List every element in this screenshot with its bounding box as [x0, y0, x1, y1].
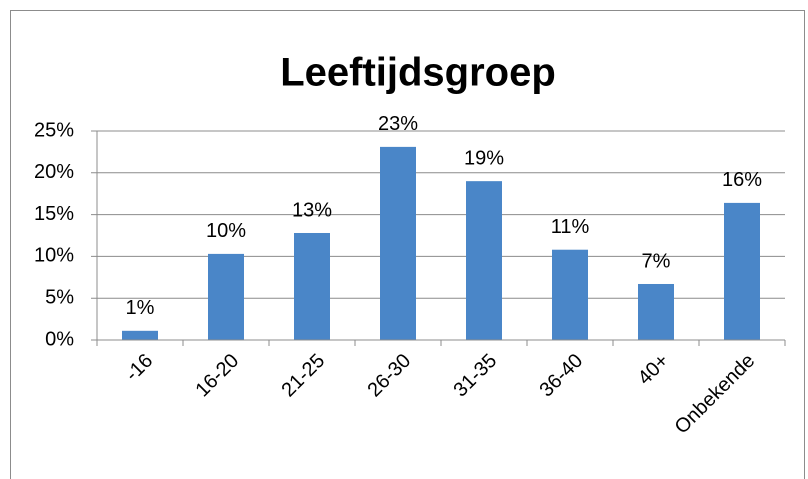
y-tick-label: 0% — [45, 328, 74, 350]
value-label: 19% — [464, 147, 504, 169]
bar — [294, 232, 330, 340]
value-label: 13% — [292, 199, 332, 221]
value-label: 7% — [642, 250, 671, 272]
bar — [380, 146, 416, 340]
y-tick-label: 15% — [34, 203, 74, 225]
value-label: 10% — [206, 220, 246, 242]
bar — [552, 249, 588, 340]
bar — [638, 283, 674, 340]
bar — [724, 202, 760, 340]
chart-title: Leeftijdsgroep — [280, 51, 556, 95]
value-label: 11% — [551, 216, 590, 238]
y-tick-label: 5% — [45, 286, 74, 308]
bar — [466, 181, 502, 340]
bar — [122, 330, 158, 340]
y-tick-label: 25% — [34, 119, 74, 141]
value-label: 23% — [378, 113, 418, 135]
value-label: 16% — [722, 169, 762, 191]
y-tick-label: 20% — [34, 161, 74, 183]
value-label: 1% — [126, 297, 155, 319]
bar — [208, 253, 244, 340]
y-tick-label: 10% — [34, 245, 74, 267]
